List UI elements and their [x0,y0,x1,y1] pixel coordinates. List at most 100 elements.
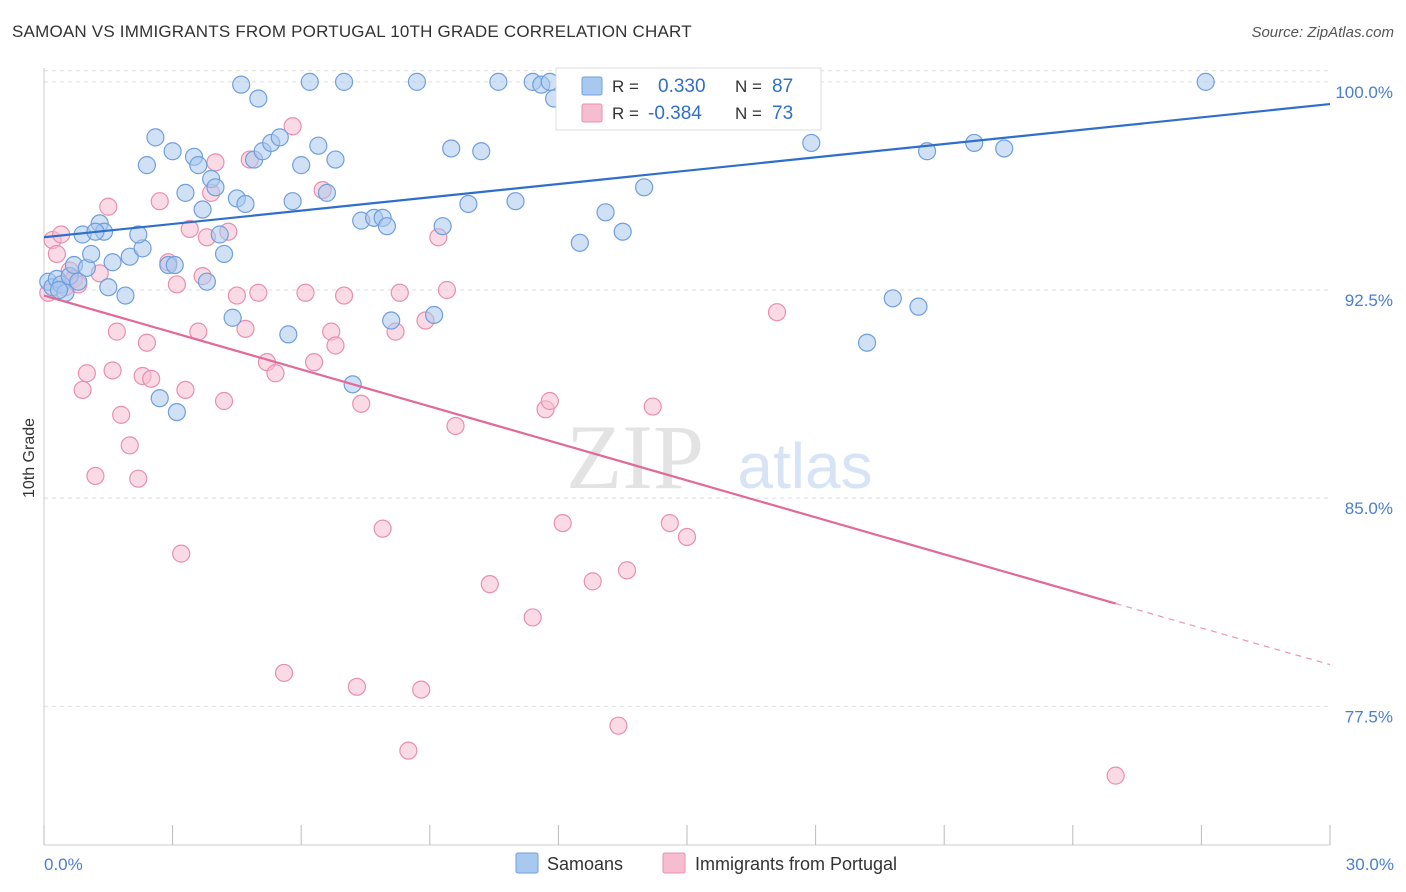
portugal-point-26 [180,219,199,239]
samoans-point-23 [163,142,182,161]
y-tick-label-1: 85.0% [1345,499,1393,518]
bottom-legend-label-portugal: Immigrants from Portugal [695,854,897,874]
samoans-point-39 [249,89,268,108]
samoans-point-81 [965,133,984,153]
portugal-point-40 [274,663,294,683]
bottom-legend-swatch-samoans [515,852,539,874]
portugal-point-65 [609,716,628,735]
portugal-point-54 [412,680,431,699]
portugal-point-63 [553,513,572,533]
samoans-point-43 [279,325,298,344]
portugal-point-57 [437,280,457,300]
portugal-point-8 [73,380,92,399]
samoans-point-56 [382,311,401,330]
samoans-point-70 [570,233,589,252]
portugal-point-62 [540,391,559,411]
portugal-point-34 [227,286,246,305]
samoans-point-63 [489,72,508,91]
portugal-point-64 [583,572,602,591]
samoans-point-77 [857,333,877,352]
y-tick-label-3: 100.0% [1335,83,1393,102]
portugal-trend-line [43,294,1116,605]
portugal-point-52 [390,283,409,302]
samoans-point-13 [99,278,118,297]
axes [43,68,1331,846]
portugal-point-20 [142,369,161,388]
portugal-trend-extension [1115,602,1331,666]
samoans-point-48 [317,183,337,202]
portugal-point-50 [373,519,392,538]
portugal-point-68 [660,513,679,533]
portugal-point-70 [767,303,787,322]
samoans-point-15 [116,286,135,305]
y-tick-label-0: 77.5% [1345,707,1393,726]
samoans-point-18 [129,225,148,244]
samoans-point-73 [635,178,654,197]
legend-swatch-samoans [581,76,603,96]
samoans-point-76 [802,133,821,153]
samoans-point-61 [459,194,478,214]
samoans-points [39,72,1215,422]
stats-legend: R = 0.330 N = 87 R = -0.384 N = 73 [555,67,822,131]
samoans-point-33 [214,244,234,264]
trend-lines [43,102,1331,666]
legend-r-label-portugal: R = [612,104,639,123]
samoans-point-72 [613,222,632,241]
portugal-point-42 [296,283,315,302]
samoans-point-59 [433,217,452,236]
legend-r-value-portugal: -0.384 [648,103,702,124]
portugal-point-46 [326,336,345,355]
samoans-point-47 [309,136,328,155]
portugal-point-23 [167,275,186,294]
portugal-point-15 [112,405,131,424]
samoans-point-71 [596,203,615,222]
samoans-point-14 [103,253,122,272]
portugal-point-12 [99,197,118,216]
samoans-point-45 [292,156,311,175]
samoans-point-37 [236,194,255,214]
portugal-point-17 [129,469,148,488]
samoans-point-16 [120,247,139,266]
y-tick-label-2: 92.5% [1345,291,1393,310]
portugal-point-13 [103,361,122,380]
portugal-point-53 [399,741,418,760]
samoans-point-36 [232,75,251,94]
y-axis-label: 10th Grade [21,418,38,498]
samoans-point-25 [176,183,195,202]
legend-r-value-samoans: 0.330 [658,76,706,97]
samoans-point-44 [283,192,302,211]
portugal-point-37 [249,283,268,302]
samoans-point-62 [472,142,491,161]
portugal-point-48 [347,677,367,696]
portugal-point-10 [86,466,105,486]
bottom-legend-label-samoans: Samoans [547,854,623,874]
portugal-point-66 [617,561,637,580]
y-tick-labels: 77.5% 85.0% 92.5% 100.0% [1335,83,1393,726]
chart-title: SAMOAN VS IMMIGRANTS FROM PORTUGAL 10TH … [12,22,692,41]
portugal-point-9 [77,364,96,383]
samoans-point-50 [334,72,354,91]
watermark-zip: ZIP [566,406,704,508]
samoans-point-60 [442,139,461,158]
portugal-point-14 [107,322,126,341]
samoans-point-7 [69,272,88,291]
samoans-point-78 [883,289,902,308]
portugal-point-16 [120,436,139,455]
samoans-point-32 [210,225,229,244]
samoans-point-64 [506,192,525,211]
portugal-point-71 [1106,766,1125,785]
portugal-point-60 [523,608,542,627]
samoans-point-29 [197,272,216,291]
portugal-point-58 [446,416,465,436]
portugal-point-49 [352,394,371,413]
legend-n-label-samoans: N = [735,77,762,96]
portugal-point-31 [206,153,225,172]
watermark-atlas: atlas [737,430,872,502]
legend-n-value-portugal: 73 [772,103,793,124]
legend-swatch-portugal [581,103,603,123]
portugal-point-69 [677,527,697,547]
samoans-point-86 [165,255,184,275]
samoans-point-21 [150,389,169,408]
samoans-point-58 [424,305,444,325]
